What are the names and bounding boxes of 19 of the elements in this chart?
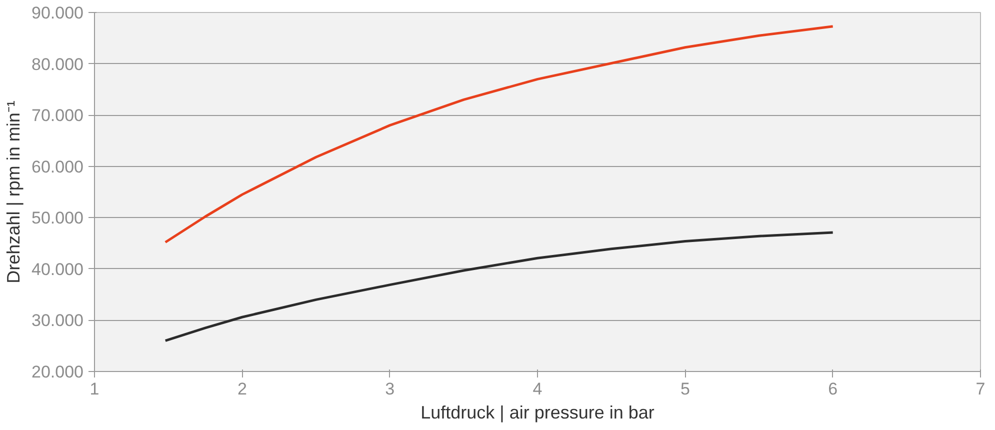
line-series <box>164 25 834 244</box>
y-tick-label: 80.000 <box>32 54 84 74</box>
x-tick-label: 6 <box>828 380 838 398</box>
y-tick-label: 40.000 <box>32 260 84 279</box>
x-tick-label: 4 <box>532 380 542 398</box>
y-tick-label: 30.000 <box>32 311 84 330</box>
x-tick-label: 1 <box>90 380 100 398</box>
y-tick-label: 50.000 <box>32 208 84 228</box>
x-axis-title: Luftdruck | air pressure in bar <box>420 402 654 422</box>
x-tick-label: 7 <box>976 380 986 398</box>
line-series <box>164 231 834 342</box>
x-tick-label: 3 <box>385 380 395 398</box>
y-tick-label: 70.000 <box>32 106 84 126</box>
y-tick-label: 60.000 <box>32 157 84 176</box>
x-tick-label: 5 <box>680 380 690 398</box>
y-tick-label: 90.000 <box>32 4 84 22</box>
x-tick-label: 2 <box>237 380 247 398</box>
y-tick-label: 20.000 <box>32 362 84 382</box>
y-axis-title: Drehzahl | rpm in min⁻¹ <box>4 100 24 284</box>
